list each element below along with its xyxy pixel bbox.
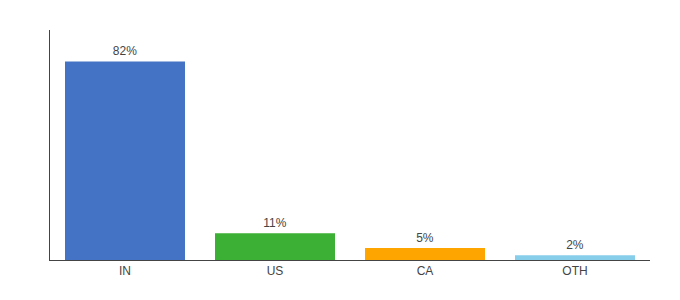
svg-text:11%: 11% xyxy=(263,216,286,230)
svg-text:IN: IN xyxy=(119,264,131,278)
svg-text:CA: CA xyxy=(417,264,434,278)
svg-text:US: US xyxy=(267,264,284,278)
svg-text:82%: 82% xyxy=(113,44,137,58)
svg-text:5%: 5% xyxy=(416,231,434,245)
svg-text:2%: 2% xyxy=(566,238,584,252)
svg-text:OTH: OTH xyxy=(562,264,587,278)
